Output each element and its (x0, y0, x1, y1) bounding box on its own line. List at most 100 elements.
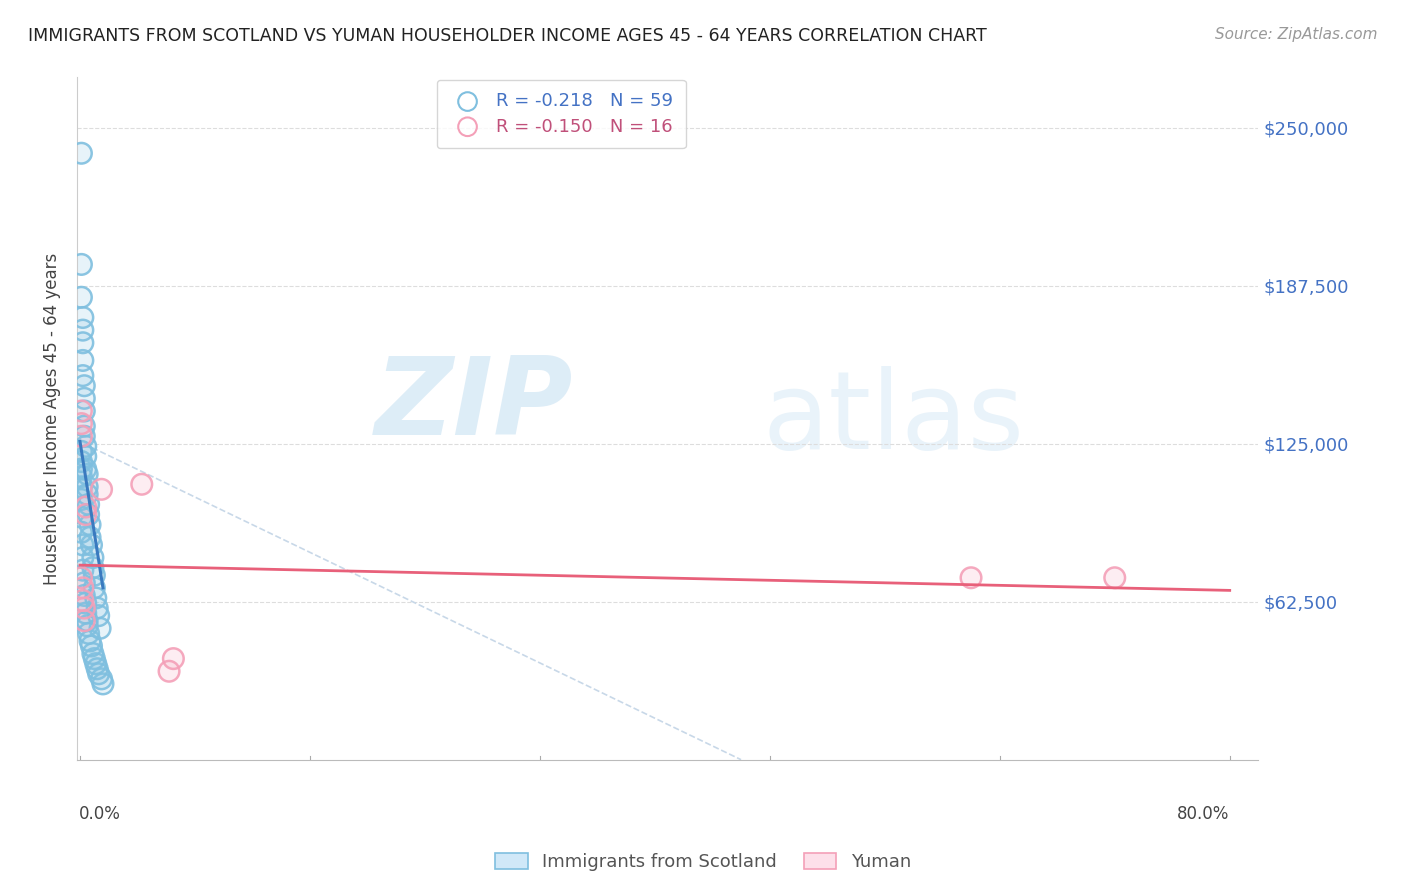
Point (70, 510, 93, 524)
Point (75, 462, 97, 476)
Point (72, 310, 94, 325)
Point (87, 608, 110, 623)
Point (82, 560, 104, 574)
Point (79, 634, 101, 648)
Point (79, 517, 101, 532)
Point (70, 404, 93, 418)
Text: Source: ZipAtlas.com: Source: ZipAtlas.com (1215, 27, 1378, 42)
Point (87, 666, 110, 681)
Point (70, 444, 93, 458)
Point (76, 480, 98, 494)
Point (73, 392, 96, 406)
Point (70, 525, 93, 540)
Point (72, 323, 94, 337)
Point (70, 257, 93, 271)
Point (90, 672, 112, 686)
Point (1104, 571, 1126, 585)
Legend: R = -0.218   N = 59, R = -0.150   N = 16: R = -0.218 N = 59, R = -0.150 N = 16 (437, 79, 686, 148)
Point (83, 651, 105, 665)
Point (75, 450, 97, 464)
Point (70, 417, 93, 431)
Point (77, 498, 100, 512)
Point (82, 647, 104, 661)
Point (76, 480, 98, 494)
Point (89, 621, 111, 635)
Point (70, 257, 93, 271)
Point (72, 368, 94, 383)
Point (75, 508, 97, 522)
Legend: Immigrants from Scotland, Yuman: Immigrants from Scotland, Yuman (488, 846, 918, 879)
Point (73, 429, 96, 443)
Point (70, 454, 93, 468)
Point (75, 606, 97, 620)
Point (73, 589, 96, 603)
Y-axis label: Householder Income Ages 45 - 64 years: Householder Income Ages 45 - 64 years (44, 252, 60, 584)
Point (83, 568, 105, 582)
Point (157, 665, 180, 679)
Point (79, 530, 101, 544)
Point (72, 335, 94, 350)
Point (73, 601, 96, 615)
Point (72, 593, 94, 607)
Point (72, 550, 94, 565)
Point (70, 571, 93, 585)
Point (76, 614, 98, 628)
Point (87, 666, 110, 681)
Point (70, 290, 93, 304)
Point (90, 483, 112, 497)
Point (77, 508, 100, 522)
Point (73, 404, 96, 418)
Point (76, 487, 98, 501)
Point (1104, 571, 1126, 585)
Point (72, 538, 94, 552)
Point (77, 626, 100, 640)
Point (73, 575, 96, 590)
Point (73, 575, 96, 590)
Point (83, 651, 105, 665)
Point (70, 462, 93, 476)
Point (162, 651, 184, 665)
Point (76, 614, 98, 628)
Point (75, 596, 97, 610)
Point (70, 429, 93, 443)
Point (80, 538, 103, 552)
Point (75, 508, 97, 522)
Point (86, 662, 108, 676)
Point (77, 508, 100, 522)
Point (75, 500, 97, 514)
Point (91, 677, 114, 691)
Point (72, 550, 94, 565)
Text: IMMIGRANTS FROM SCOTLAND VS YUMAN HOUSEHOLDER INCOME AGES 45 - 64 YEARS CORRELAT: IMMIGRANTS FROM SCOTLAND VS YUMAN HOUSEH… (28, 27, 987, 45)
Point (82, 550, 104, 565)
Point (75, 439, 97, 453)
Point (70, 146, 93, 161)
Point (73, 419, 96, 434)
Point (72, 581, 94, 595)
Point (131, 477, 153, 491)
Point (70, 404, 93, 418)
Point (72, 335, 94, 350)
Point (73, 378, 96, 392)
Point (73, 404, 96, 418)
Point (73, 429, 96, 443)
Point (79, 634, 101, 648)
Point (73, 392, 96, 406)
Point (76, 619, 98, 633)
Point (84, 591, 107, 605)
Point (84, 591, 107, 605)
Point (73, 419, 96, 434)
Point (72, 353, 94, 368)
Point (86, 601, 108, 615)
Text: 0.0%: 0.0% (79, 805, 121, 823)
Point (83, 568, 105, 582)
Point (70, 469, 93, 483)
Text: ZIP: ZIP (375, 352, 574, 458)
Point (70, 480, 93, 494)
Point (75, 439, 97, 453)
Point (83, 581, 105, 595)
Point (70, 492, 93, 507)
Point (72, 368, 94, 383)
Point (86, 601, 108, 615)
Point (72, 538, 94, 552)
Point (70, 525, 93, 540)
